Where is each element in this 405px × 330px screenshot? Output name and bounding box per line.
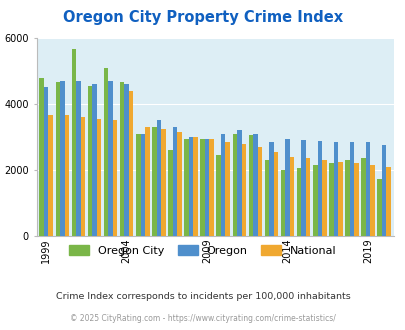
Bar — [225, 142, 229, 236]
Bar — [360, 158, 365, 236]
Bar — [140, 134, 145, 236]
Bar — [96, 119, 101, 236]
Bar — [289, 157, 294, 236]
Text: © 2025 CityRating.com - https://www.cityrating.com/crime-statistics/: © 2025 CityRating.com - https://www.city… — [70, 314, 335, 323]
Bar — [71, 50, 76, 236]
Bar — [48, 115, 53, 236]
Bar — [353, 163, 358, 236]
Bar — [337, 162, 342, 236]
Bar — [381, 145, 386, 236]
Bar — [333, 142, 337, 236]
Bar — [119, 82, 124, 236]
Bar — [269, 142, 273, 236]
Bar — [172, 127, 177, 236]
Bar — [161, 129, 165, 236]
Bar — [44, 87, 48, 236]
Bar — [264, 160, 269, 236]
Bar — [328, 163, 333, 236]
Bar — [220, 134, 225, 236]
Bar — [152, 127, 156, 236]
Bar — [92, 84, 96, 236]
Bar — [344, 160, 349, 236]
Bar — [301, 140, 305, 236]
Bar — [55, 82, 60, 236]
Bar — [312, 165, 317, 236]
Bar — [257, 147, 262, 236]
Bar — [104, 68, 108, 236]
Bar — [205, 139, 209, 236]
Bar — [209, 139, 213, 236]
Text: Crime Index corresponds to incidents per 100,000 inhabitants: Crime Index corresponds to incidents per… — [55, 292, 350, 301]
Bar — [273, 152, 277, 236]
Bar — [129, 91, 133, 236]
Legend: Oregon City, Oregon, National: Oregon City, Oregon, National — [65, 241, 340, 260]
Bar — [296, 168, 301, 236]
Bar — [377, 179, 381, 236]
Bar — [193, 137, 197, 236]
Bar — [216, 155, 220, 236]
Bar — [248, 135, 253, 236]
Bar — [241, 144, 245, 236]
Bar — [64, 115, 69, 236]
Bar — [156, 120, 161, 236]
Bar — [60, 81, 64, 236]
Bar — [321, 160, 326, 236]
Bar — [113, 120, 117, 236]
Bar — [168, 150, 172, 236]
Bar — [349, 142, 353, 236]
Bar — [124, 84, 129, 236]
Bar — [285, 139, 289, 236]
Bar — [280, 170, 285, 236]
Bar — [177, 132, 181, 236]
Bar — [136, 134, 140, 236]
Bar — [76, 81, 81, 236]
Bar — [232, 134, 237, 236]
Text: Oregon City Property Crime Index: Oregon City Property Crime Index — [63, 10, 342, 25]
Bar — [317, 141, 321, 236]
Bar — [305, 158, 310, 236]
Bar — [365, 142, 369, 236]
Bar — [184, 139, 188, 236]
Bar — [108, 81, 113, 236]
Bar — [253, 134, 257, 236]
Bar — [369, 165, 374, 236]
Bar — [188, 137, 193, 236]
Bar — [39, 78, 44, 236]
Bar — [200, 139, 205, 236]
Bar — [237, 130, 241, 236]
Bar — [386, 167, 390, 236]
Bar — [87, 86, 92, 236]
Bar — [145, 127, 149, 236]
Bar — [81, 117, 85, 236]
